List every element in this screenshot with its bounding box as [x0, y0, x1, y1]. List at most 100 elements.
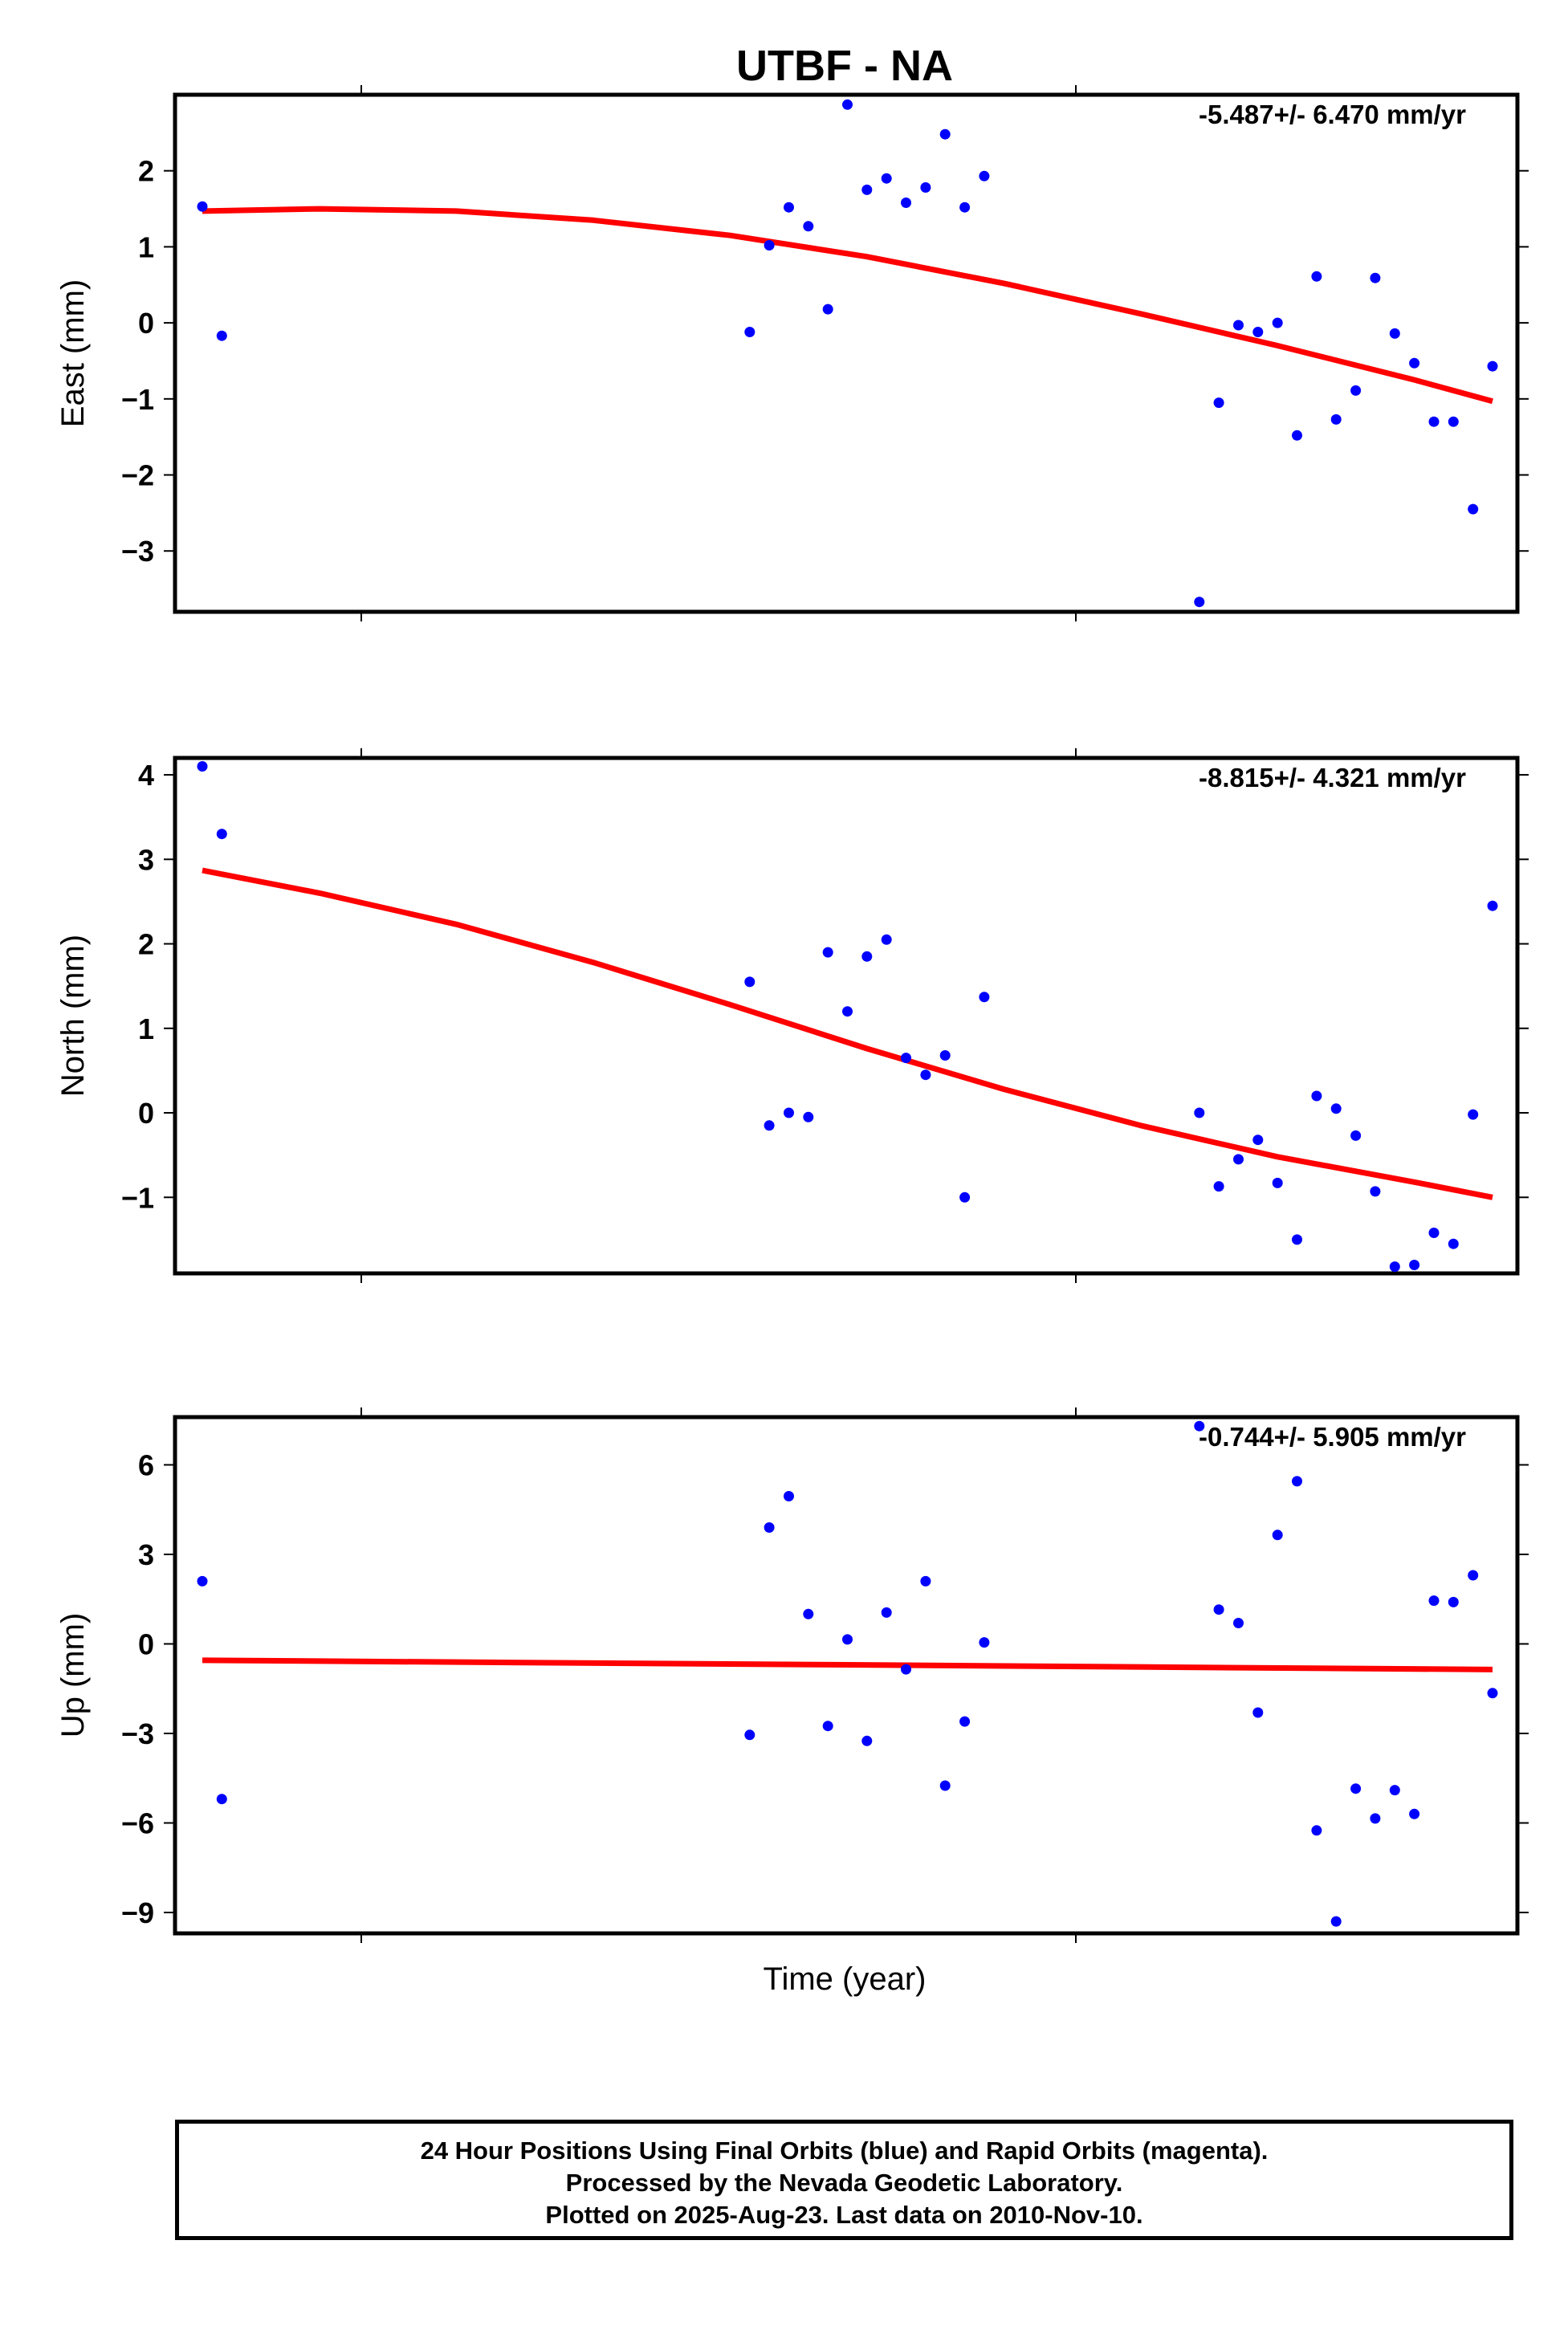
data-point: [1330, 1103, 1342, 1114]
data-point: [1213, 397, 1224, 409]
data-point: [861, 184, 873, 195]
data-point: [1233, 1154, 1244, 1165]
data-point: [979, 1637, 990, 1648]
data-point: [1487, 360, 1498, 372]
data-point: [744, 976, 755, 988]
data-point: [1233, 1618, 1244, 1628]
data-point: [784, 1491, 794, 1501]
footer-box: 24 Hour Positions Using Final Orbits (bl…: [175, 2120, 1513, 2240]
data-point: [861, 951, 873, 962]
data-point: [1370, 272, 1381, 283]
data-point: [1468, 503, 1479, 515]
data-point: [1292, 1234, 1302, 1245]
data-point: [744, 327, 755, 337]
y-tick-label: −1: [121, 383, 154, 416]
data-point: [920, 182, 931, 193]
data-point: [1448, 416, 1459, 427]
data-point: [1233, 320, 1244, 331]
chart-title: UTBF - NA: [736, 42, 953, 90]
plot-frame: [173, 1415, 1520, 1936]
data-point: [822, 1721, 833, 1732]
y-tick-label: 6: [138, 1448, 154, 1481]
y-tick-label: −1: [121, 1181, 154, 1214]
y-tick-label: 0: [138, 1627, 154, 1660]
data-point: [881, 934, 892, 945]
data-point: [1252, 327, 1264, 337]
data-point: [939, 128, 951, 140]
data-point: [822, 947, 833, 958]
trend-line: [202, 867, 1493, 1200]
data-point: [822, 303, 833, 315]
data-point: [959, 1716, 971, 1727]
data-point: [1370, 1186, 1381, 1197]
data-point: [1409, 357, 1420, 369]
data-point: [1409, 1808, 1420, 1819]
data-point: [939, 1780, 951, 1791]
data-point: [1252, 1134, 1264, 1146]
data-point: [979, 170, 990, 181]
data-point: [881, 173, 892, 184]
data-point: [959, 202, 971, 213]
data-point: [1428, 1595, 1440, 1607]
y-tick-label: 4: [138, 759, 154, 792]
data-point: [1311, 1090, 1322, 1102]
data-point: [1448, 1238, 1459, 1249]
y-tick-label: −2: [121, 459, 154, 492]
data-point: [842, 99, 853, 110]
north-panel: −1 0 1 2 3 4 North (mm) -8.815+/- 4.321 mm/yr: [55, 748, 1529, 1283]
data-point: [1194, 1107, 1205, 1118]
data-point: [1448, 1596, 1459, 1607]
data-point: [1350, 1130, 1362, 1141]
data-point: [842, 1634, 853, 1645]
plot-frame: [173, 92, 1520, 614]
y-axis-label: East (mm): [55, 279, 91, 427]
y-tick-label: −6: [121, 1807, 154, 1839]
data-point: [1330, 1916, 1342, 1927]
y-tick-label: 1: [138, 1012, 154, 1045]
rate-annotation: -5.487+/- 6.470 mm/yr: [1199, 100, 1466, 129]
data-point: [901, 1053, 911, 1064]
data-point: [920, 1069, 931, 1081]
trend-line: [202, 1657, 1493, 1672]
data-point: [216, 829, 227, 840]
data-point: [784, 1107, 794, 1118]
data-point: [1409, 1260, 1420, 1270]
data-point: [1213, 1604, 1224, 1615]
trend-line: [202, 206, 1493, 405]
data-point: [1350, 1783, 1362, 1794]
y-tick-label: 3: [138, 1538, 154, 1571]
y-tick-label: 1: [138, 230, 154, 263]
data-point: [197, 1575, 208, 1587]
footer-line-2: Processed by the Nevada Geodetic Laborat…: [565, 2169, 1123, 2197]
data-point: [1272, 1530, 1283, 1541]
data-point: [784, 202, 794, 213]
data-point: [920, 1575, 931, 1587]
rate-annotation: -0.744+/- 5.905 mm/yr: [1199, 1422, 1466, 1452]
y-axis-label: Up (mm): [55, 1613, 91, 1738]
data-point: [901, 198, 911, 208]
data-point: [1272, 317, 1283, 328]
data-point: [1389, 1261, 1400, 1273]
data-point: [764, 240, 775, 251]
footer-line-1: 24 Hour Positions Using Final Orbits (bl…: [420, 2137, 1269, 2165]
data-point: [1311, 271, 1322, 282]
data-point: [1487, 900, 1498, 911]
data-point: [881, 1607, 892, 1618]
y-tick-label: 2: [138, 155, 154, 188]
data-point: [901, 1664, 911, 1675]
data-point: [1428, 1228, 1440, 1238]
data-point: [1213, 1181, 1224, 1192]
data-point: [1468, 1109, 1479, 1120]
y-tick-label: 2: [138, 928, 154, 961]
data-point: [939, 1050, 951, 1061]
data-point: [1292, 1476, 1302, 1487]
x-axis-label: Time (year): [764, 1961, 927, 1997]
data-point: [744, 1729, 755, 1741]
data-point: [1194, 1420, 1205, 1432]
data-point: [1350, 385, 1362, 396]
data-point: [216, 1794, 227, 1805]
data-point: [959, 1191, 971, 1203]
y-tick-label: −9: [121, 1896, 154, 1929]
data-point: [803, 221, 814, 232]
plot-frame: [173, 756, 1520, 1276]
